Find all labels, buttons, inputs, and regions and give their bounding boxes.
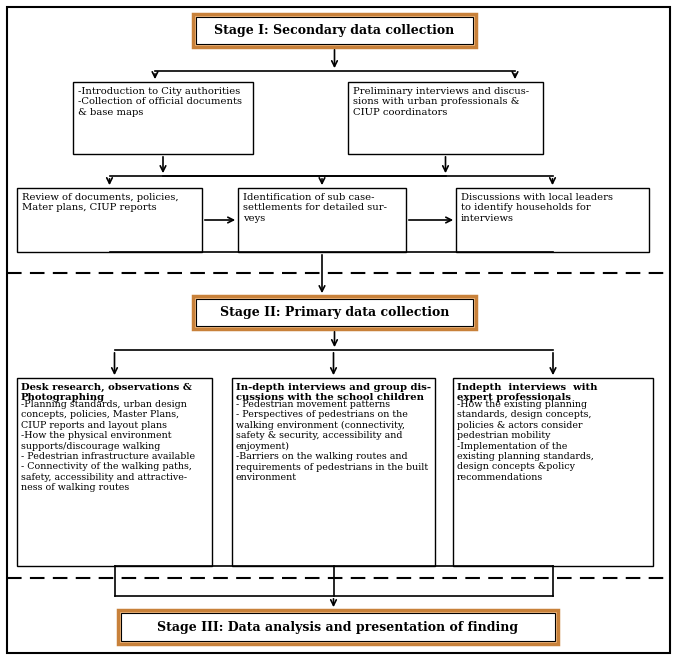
Text: Stage II: Primary data collection: Stage II: Primary data collection (220, 306, 449, 319)
Text: Review of documents, policies,
Mater plans, CIUP reports: Review of documents, policies, Mater pla… (22, 193, 179, 213)
Bar (17, 188, 202, 252)
Bar (238, 188, 406, 252)
Bar (196, 299, 473, 326)
Text: -How the existing planning
standards, design concepts,
policies & actors conside: -How the existing planning standards, de… (457, 400, 594, 482)
Text: Indepth  interviews  with
expert professionals: Indepth interviews with expert professio… (457, 383, 598, 403)
Text: - Pedestrian movement patterns
- Perspectives of pedestrians on the
walking envi: - Pedestrian movement patterns - Perspec… (236, 400, 428, 482)
Text: Stage III: Data analysis and presentation of finding: Stage III: Data analysis and presentatio… (158, 620, 519, 634)
Bar (193, 14, 476, 47)
Text: Preliminary interviews and discus-
sions with urban professionals &
CIUP coordin: Preliminary interviews and discus- sions… (353, 87, 529, 117)
Bar (121, 613, 555, 641)
Bar (453, 378, 653, 566)
Text: Identification of sub case-
settlements for detailed sur-
veys: Identification of sub case- settlements … (243, 193, 387, 223)
Bar (17, 378, 212, 566)
Bar (456, 188, 649, 252)
Text: Desk research, observations &
Photographing: Desk research, observations & Photograph… (21, 383, 192, 403)
Bar (73, 82, 253, 154)
Text: In-depth interviews and group dis-
cussions with the school children: In-depth interviews and group dis- cussi… (236, 383, 431, 403)
Bar (193, 296, 476, 329)
Text: -Introduction to City authorities
-Collection of official documents
& base maps: -Introduction to City authorities -Colle… (78, 87, 242, 117)
Text: -Planning standards, urban design
concepts, policies, Master Plans,
CIUP reports: -Planning standards, urban design concep… (21, 400, 195, 492)
Bar (232, 378, 435, 566)
Bar (348, 82, 543, 154)
Bar (196, 17, 473, 44)
Bar (118, 610, 558, 644)
Text: Stage I: Secondary data collection: Stage I: Secondary data collection (215, 24, 455, 37)
Text: Discussions with local leaders
to identify households for
interviews: Discussions with local leaders to identi… (461, 193, 613, 223)
